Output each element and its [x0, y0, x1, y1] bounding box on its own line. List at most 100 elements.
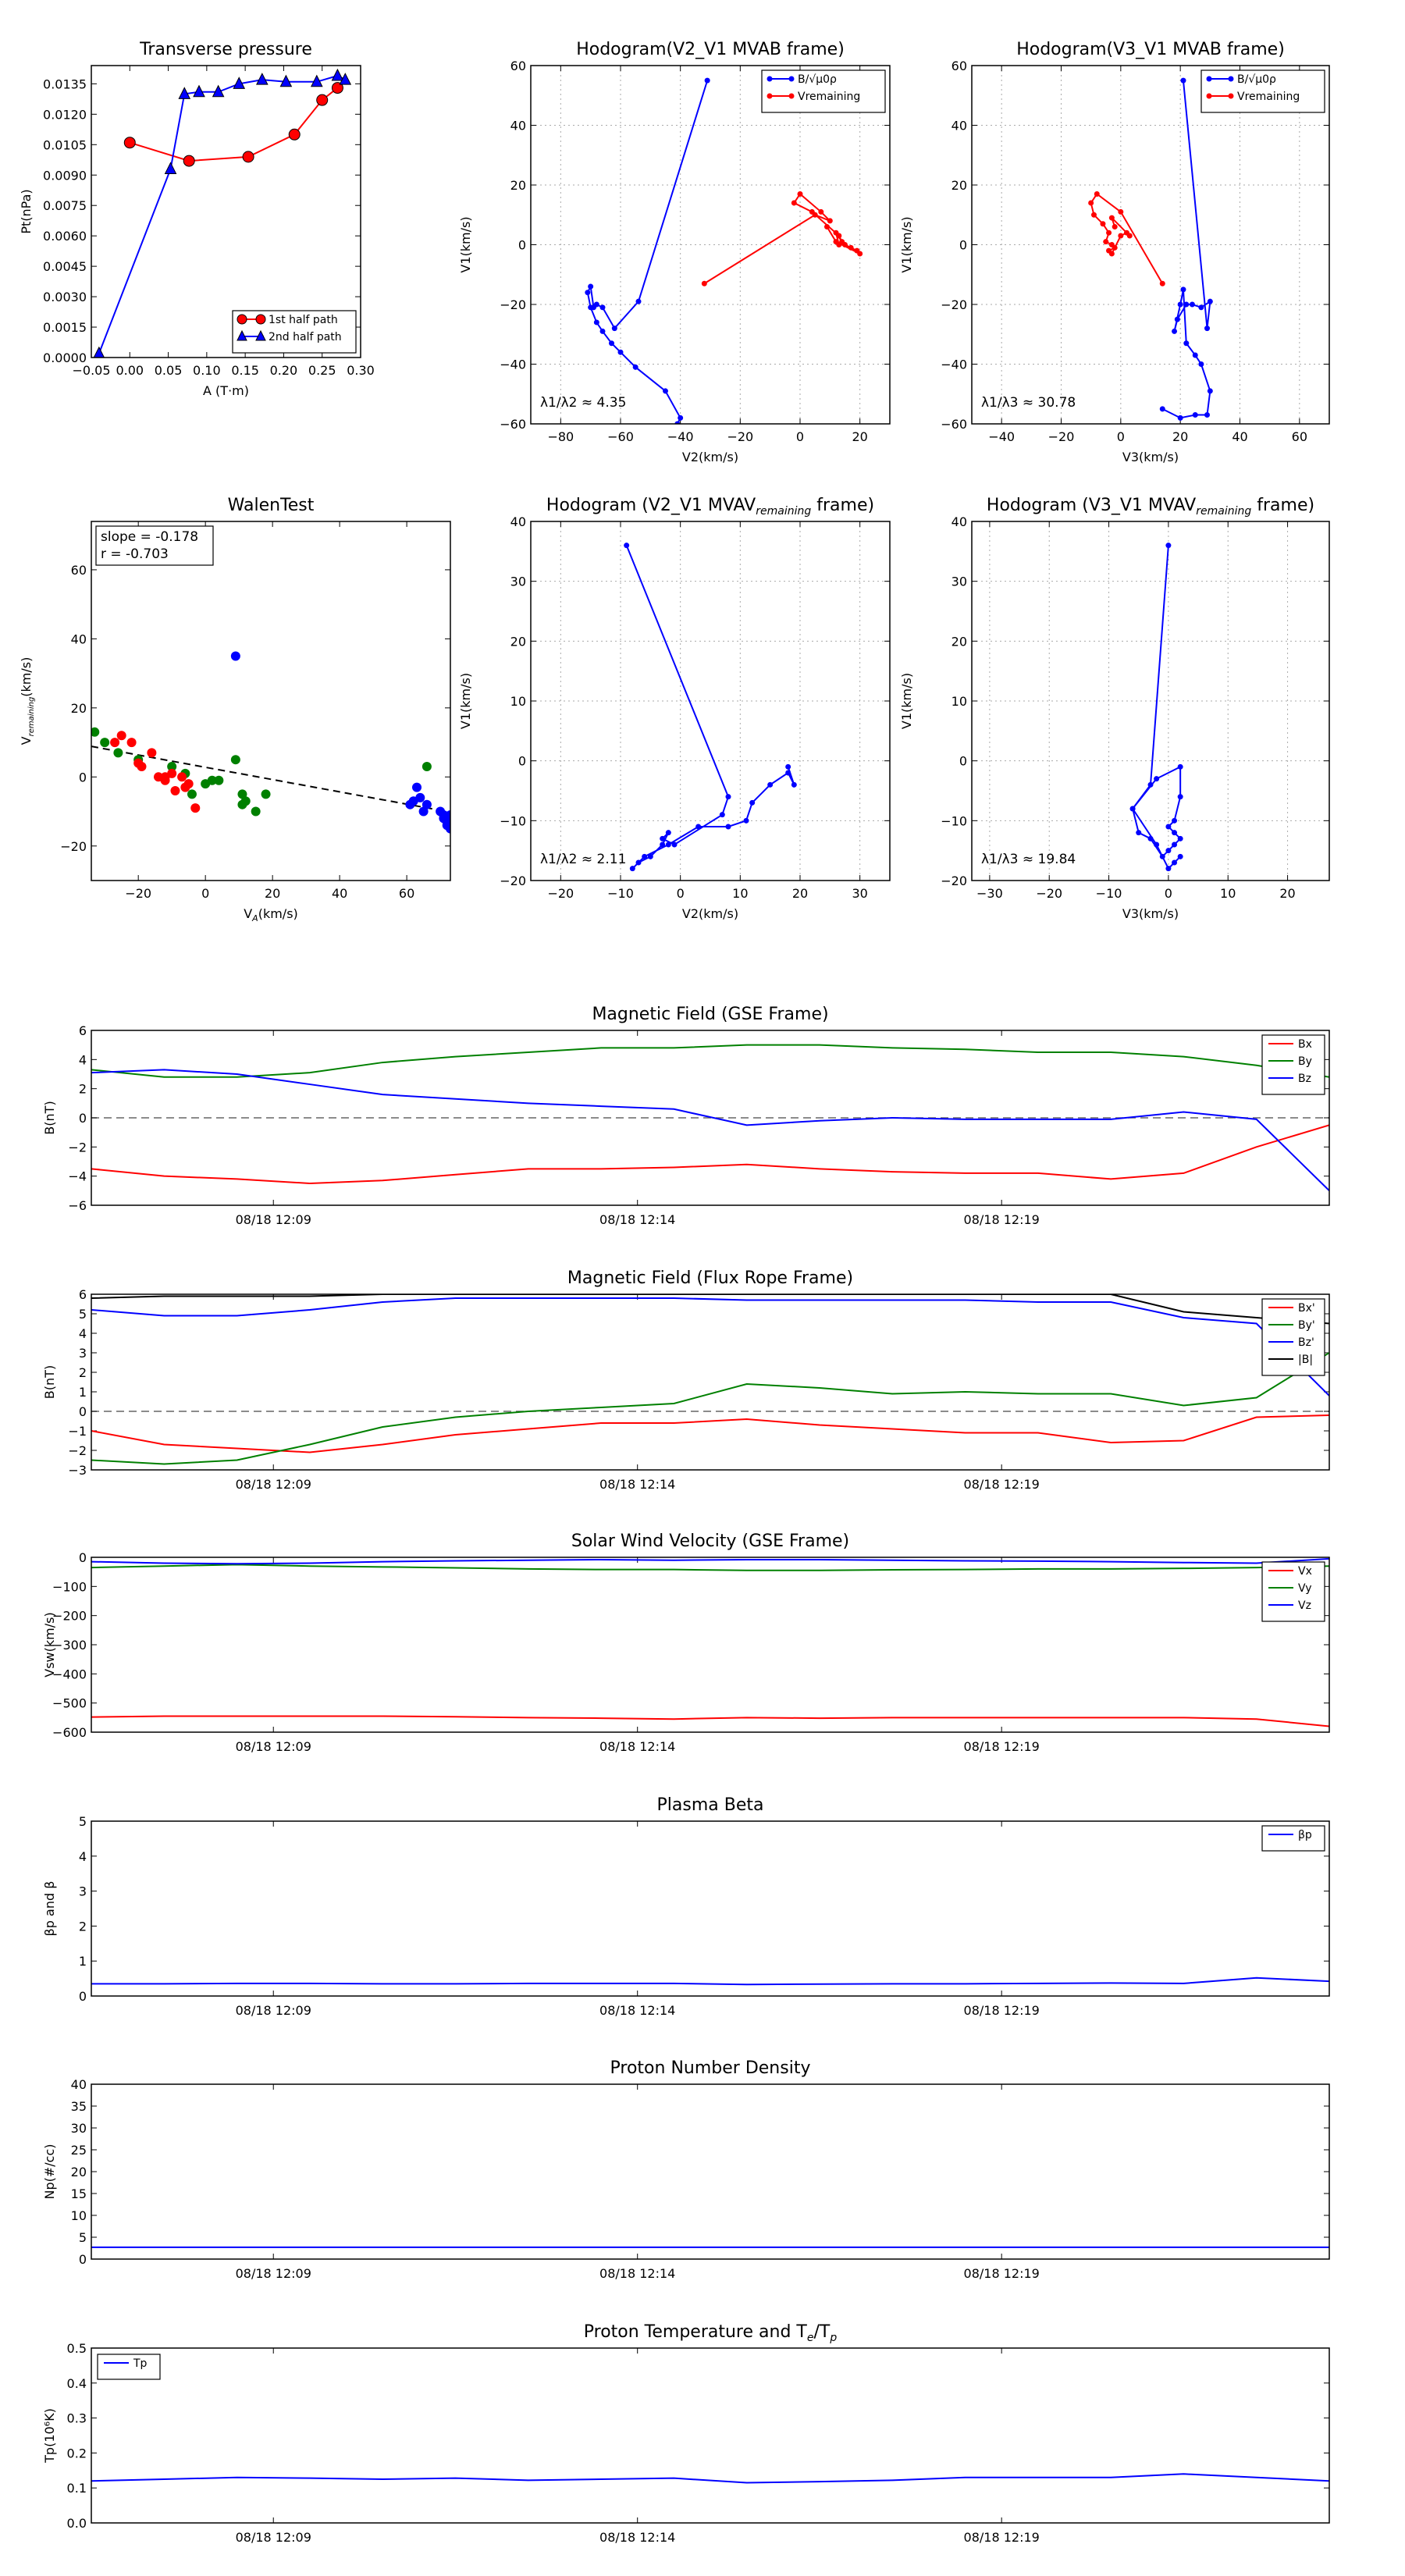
- data-point: [1159, 406, 1165, 412]
- data-point: [824, 224, 830, 230]
- y-axis-label: Vsw(km/s): [42, 1612, 57, 1677]
- data-point: [1172, 841, 1178, 848]
- data-point: [214, 775, 224, 785]
- x-axis-label: VA(km/s): [244, 906, 298, 923]
- y-tick-label: −10: [941, 813, 967, 828]
- y-tick-label: 60: [951, 59, 967, 73]
- series-bz--line: [91, 1297, 1329, 1397]
- data-point: [339, 73, 352, 85]
- y-tick-label: 0.0075: [43, 198, 87, 213]
- legend: B/√μ0ρ Vremaining: [1200, 69, 1325, 113]
- legend-marker: [788, 93, 795, 99]
- y-tick-label: −200: [52, 1609, 87, 1624]
- data-point: [1147, 835, 1154, 841]
- data-point: [446, 809, 450, 820]
- x-tick-label: −10: [607, 886, 634, 901]
- data-point: [422, 762, 432, 772]
- data-point: [1129, 806, 1136, 812]
- legend-box: [1261, 1034, 1325, 1095]
- y-tick-label: 3: [79, 1884, 87, 1899]
- series-0-line: [625, 545, 795, 870]
- data-point: [719, 812, 725, 818]
- plot-frame: [91, 2083, 1330, 2260]
- data-point: [599, 328, 606, 334]
- legend-box: [1261, 1561, 1325, 1622]
- panel-hodogram-v2v1-mvav: Hodogram (V2_V1 MVAVremaining frame) −20 −…: [458, 496, 891, 921]
- panel-walen-test: WalenTest −20 0 20 40 60 −20 0 20 40 60 VA(km/s) Vre…: [19, 496, 451, 923]
- panel-plasma-beta: Plasma Beta 08/18 12:09 08/18 12:14 08/18 1…: [42, 1795, 1330, 2018]
- x-tick-label: 08/18 12:09: [236, 1212, 311, 1227]
- y-tick-label: 0.0045: [43, 259, 87, 274]
- data-point: [147, 748, 157, 758]
- y-tick-label: −40: [941, 358, 967, 372]
- data-point: [116, 731, 126, 741]
- x-tick-label: 08/18 12:19: [964, 2530, 1040, 2545]
- y-tick-label: 0: [79, 1989, 87, 2004]
- legend-label: Bx: [1298, 1038, 1312, 1051]
- y-tick-label: 0.0120: [43, 107, 87, 122]
- data-point: [230, 755, 240, 765]
- panel-hodogram-v3v1-mvav: Hodogram (V3_V1 MVAVremaining frame)−30−…: [899, 496, 1330, 921]
- plot-frame: [91, 1293, 1330, 1471]
- data-point: [642, 853, 648, 859]
- y-tick-label: 15: [71, 2186, 87, 2201]
- y-tick-label: 20: [510, 178, 526, 193]
- plot-area: [91, 1044, 1329, 1192]
- data-point: [678, 415, 684, 421]
- stats-line: slope = -0.178: [101, 529, 198, 545]
- legend-label: Vz: [1298, 1599, 1311, 1612]
- data-point: [1204, 412, 1211, 418]
- x-tick-label: 10: [1220, 886, 1236, 901]
- series-bx--line: [91, 1414, 1329, 1453]
- y-tick-label: −6: [68, 1198, 87, 1213]
- x-tick-label: 20: [1279, 886, 1295, 901]
- legend: Vx Vy Vz: [1261, 1561, 1325, 1622]
- plot-frame: [91, 2347, 1330, 2524]
- data-point: [123, 137, 136, 149]
- plot-area: [585, 77, 863, 424]
- data-point: [187, 789, 197, 799]
- data-point: [446, 824, 450, 834]
- eigenvalue-ratio: λ1/λ2 ≈ 4.35: [540, 395, 626, 411]
- data-point: [100, 738, 110, 748]
- x-tick-label: 08/18 12:19: [964, 2003, 1040, 2018]
- data-point: [178, 87, 191, 99]
- y-tick-label: 0.0000: [43, 350, 87, 365]
- legend-marker: [1206, 76, 1212, 82]
- legend: Bx' By' Bz' |B|: [1261, 1298, 1325, 1376]
- x-tick-label: 0: [201, 886, 209, 901]
- data-point: [609, 340, 614, 347]
- data-point: [848, 244, 854, 251]
- legend: Bx By Bz: [1261, 1034, 1325, 1095]
- data-point: [1100, 221, 1106, 227]
- data-point: [611, 326, 617, 332]
- data-point: [629, 866, 635, 872]
- data-point: [331, 82, 343, 94]
- data-point: [126, 738, 137, 748]
- data-point: [1118, 208, 1124, 215]
- series-vx-line: [91, 1715, 1329, 1727]
- legend-marker: [1228, 93, 1234, 99]
- x-tick-label: 08/18 12:19: [964, 1477, 1040, 1492]
- series-1st-half-path-line: [129, 87, 339, 162]
- data-point: [632, 364, 638, 370]
- y-tick-label: 0: [959, 754, 967, 769]
- x-tick-label: 08/18 12:14: [599, 2530, 675, 2545]
- x-tick-label: 08/18 12:19: [964, 2266, 1040, 2281]
- series-vy-line: [91, 1564, 1329, 1571]
- series-by-line: [91, 1044, 1329, 1078]
- y-tick-label: −400: [52, 1667, 87, 1681]
- x-tick-label: 30: [852, 886, 867, 901]
- legend-box: [232, 310, 357, 354]
- y-axis-label: V1(km/s): [899, 673, 914, 729]
- data-point: [1106, 229, 1112, 236]
- x-tick-label: −80: [547, 429, 574, 444]
- data-point: [240, 796, 251, 806]
- y-tick-label: −20: [500, 297, 526, 312]
- legend-marker: [767, 76, 773, 82]
- data-point: [93, 346, 105, 358]
- plot-area: [91, 1294, 1329, 1465]
- legend: 1st half path 2nd half path: [232, 310, 357, 354]
- y-tick-label: 0.0030: [43, 290, 87, 304]
- data-point: [1198, 304, 1204, 311]
